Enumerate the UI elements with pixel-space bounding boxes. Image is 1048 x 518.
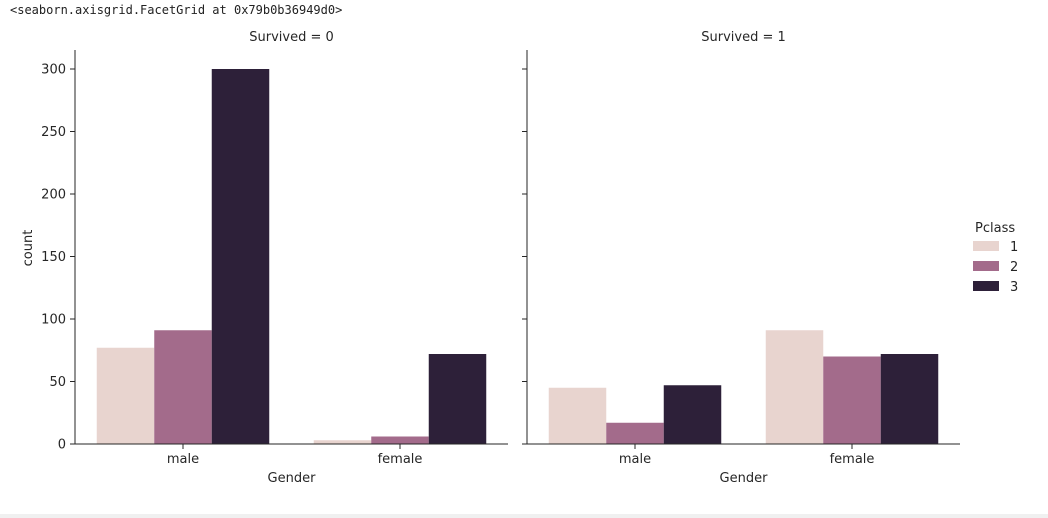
bar-panel1-female-pclass-2 bbox=[823, 356, 881, 444]
x-axis-label-0: Gender bbox=[268, 471, 317, 486]
output-repr-text: <seaborn.axisgrid.FacetGrid at 0x79b0b36… bbox=[10, 3, 343, 17]
y-tick-label-100: 100 bbox=[41, 313, 66, 328]
bar-panel0-male-pclass-1 bbox=[96, 347, 155, 444]
bar-panel1-female-pclass-3 bbox=[880, 354, 939, 444]
bar-panel0-male-pclass-3 bbox=[211, 69, 270, 444]
bar-panel0-male-pclass-2 bbox=[154, 330, 212, 444]
y-tick-label-50: 50 bbox=[49, 375, 66, 390]
y-tick-label-0: 0 bbox=[58, 438, 66, 453]
bar-panel1-male-pclass-2 bbox=[606, 422, 664, 444]
x-tick-label-1-female: female bbox=[830, 452, 875, 467]
legend-label-2: 2 bbox=[1010, 260, 1018, 275]
bar-panel0-female-pclass-3 bbox=[428, 354, 487, 444]
panel-title-0: Survived = 0 bbox=[249, 30, 334, 45]
y-tick-label-150: 150 bbox=[41, 250, 66, 265]
x-tick-label-0-male: male bbox=[167, 452, 199, 467]
legend-swatch-3 bbox=[973, 281, 999, 291]
y-axis-label: count bbox=[21, 230, 36, 267]
bar-panel0-female-pclass-2 bbox=[371, 436, 429, 444]
y-tick-label-200: 200 bbox=[41, 188, 66, 203]
x-tick-label-0-female: female bbox=[378, 452, 423, 467]
bar-panel0-female-pclass-1 bbox=[313, 440, 372, 444]
bar-panel1-male-pclass-3 bbox=[663, 385, 722, 444]
panel-title-1: Survived = 1 bbox=[701, 30, 786, 45]
legend-title: Pclass bbox=[975, 221, 1015, 236]
legend-label-1: 1 bbox=[1010, 240, 1018, 255]
bar-panel1-male-pclass-1 bbox=[548, 387, 607, 444]
x-axis-label-1: Gender bbox=[720, 471, 769, 486]
y-tick-label-250: 250 bbox=[41, 125, 66, 140]
legend-swatch-2 bbox=[973, 261, 999, 271]
legend-swatch-1 bbox=[973, 241, 999, 251]
output-cell-bottom-border bbox=[0, 514, 1048, 518]
bar-panel1-female-pclass-1 bbox=[765, 330, 824, 444]
x-tick-label-1-male: male bbox=[619, 452, 651, 467]
y-tick-label-300: 300 bbox=[41, 63, 66, 78]
legend-label-3: 3 bbox=[1010, 280, 1018, 295]
